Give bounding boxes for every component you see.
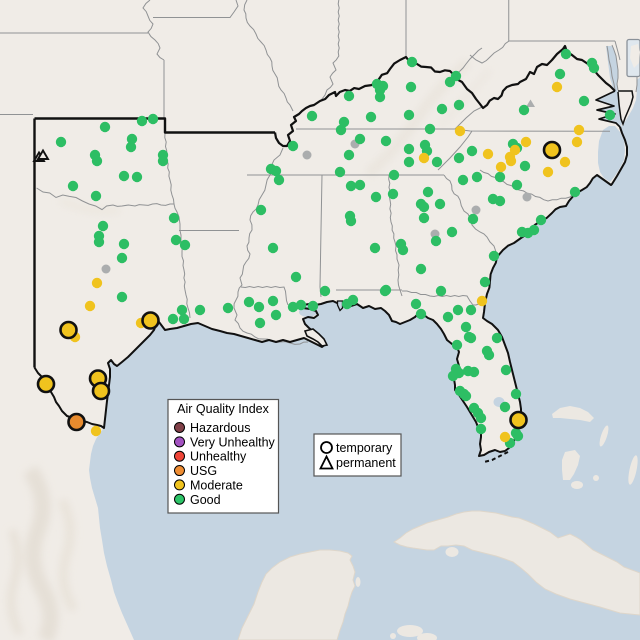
svg-text:permanent: permanent bbox=[336, 456, 396, 470]
svg-text:Very Unhealthy: Very Unhealthy bbox=[190, 435, 276, 449]
svg-text:temporary: temporary bbox=[336, 441, 393, 455]
svg-text:USG: USG bbox=[190, 464, 217, 478]
svg-text:Unhealthy: Unhealthy bbox=[190, 450, 247, 464]
svg-text:Good: Good bbox=[190, 493, 221, 507]
svg-text:Air Quality Index: Air Quality Index bbox=[177, 402, 269, 416]
svg-text:Moderate: Moderate bbox=[190, 478, 243, 492]
svg-text:Hazardous: Hazardous bbox=[190, 421, 250, 435]
